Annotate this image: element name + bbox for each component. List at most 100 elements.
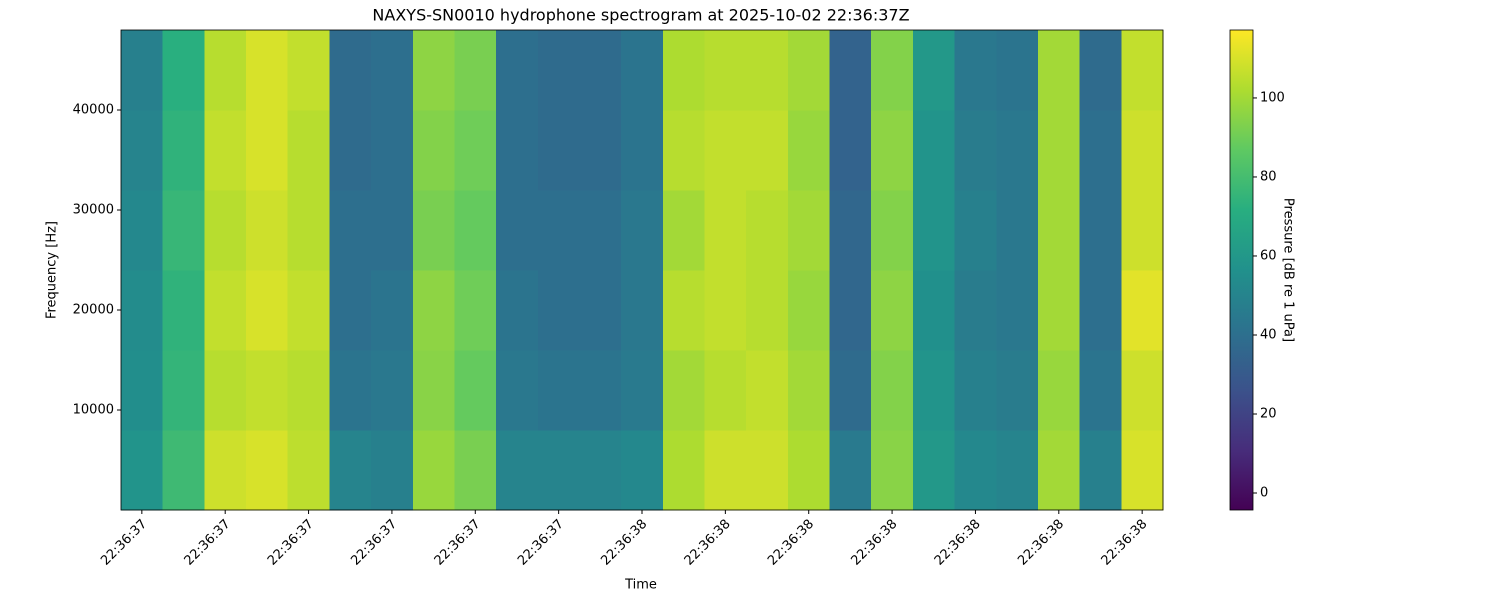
heatmap-cell bbox=[329, 110, 372, 191]
heatmap-cell bbox=[662, 430, 706, 511]
heatmap-cell bbox=[412, 190, 455, 271]
heatmap-cell bbox=[829, 30, 872, 111]
heatmap-cell bbox=[704, 110, 747, 191]
heatmap-cell bbox=[662, 270, 706, 351]
heatmap-cell bbox=[371, 350, 414, 431]
heatmap-cell bbox=[204, 110, 247, 191]
heatmap-cell bbox=[871, 110, 914, 191]
heatmap-cell bbox=[287, 350, 330, 431]
heatmap-cell bbox=[121, 110, 164, 191]
heatmap-cell bbox=[1037, 190, 1081, 271]
heatmap-cell bbox=[996, 30, 1039, 111]
heatmap-cell bbox=[1037, 350, 1081, 431]
heatmap-cell bbox=[662, 190, 706, 271]
heatmap-cell bbox=[912, 190, 956, 271]
heatmap-cell bbox=[746, 110, 789, 191]
heatmap-cell bbox=[746, 430, 789, 511]
heatmap-cell bbox=[1079, 190, 1122, 271]
heatmap-cell bbox=[287, 110, 330, 191]
x-tick-label: 22:36:37 bbox=[265, 517, 317, 569]
x-tick-label: 22:36:37 bbox=[182, 517, 234, 569]
heatmap-cell bbox=[621, 190, 664, 271]
heatmap-cell bbox=[954, 270, 997, 351]
heatmap-cell bbox=[329, 270, 372, 351]
heatmap-cell bbox=[121, 30, 164, 111]
heatmap-cell bbox=[246, 190, 289, 271]
heatmap-cell bbox=[371, 430, 414, 511]
heatmap-cell bbox=[1121, 270, 1164, 351]
heatmap-cell bbox=[787, 30, 831, 111]
heatmap-cell bbox=[371, 30, 414, 111]
heatmap-cell bbox=[996, 270, 1039, 351]
heatmap-cell bbox=[621, 30, 664, 111]
heatmap-cell bbox=[246, 430, 289, 511]
heatmap-cell bbox=[1037, 430, 1081, 511]
x-tick-label: 22:36:38 bbox=[682, 517, 734, 569]
heatmap-cell bbox=[954, 350, 997, 431]
heatmap-cell bbox=[329, 430, 372, 511]
heatmap-cell bbox=[246, 350, 289, 431]
heatmap-cell bbox=[871, 350, 914, 431]
heatmap-cell bbox=[329, 30, 372, 111]
heatmap-cell bbox=[537, 350, 580, 431]
heatmap-cell bbox=[162, 190, 205, 271]
heatmap-cell bbox=[412, 270, 455, 351]
heatmap-cell bbox=[204, 30, 247, 111]
heatmap-cell bbox=[704, 30, 747, 111]
x-tick-label: 22:36:37 bbox=[98, 517, 150, 569]
heatmap-cell bbox=[1079, 270, 1122, 351]
heatmap-cell bbox=[787, 270, 831, 351]
heatmap-cell bbox=[537, 30, 580, 111]
heatmap-cell bbox=[121, 190, 164, 271]
colorbar-tick-label: 80 bbox=[1260, 169, 1277, 184]
heatmap-cell bbox=[704, 430, 747, 511]
heatmap-cell bbox=[121, 350, 164, 431]
heatmap-cell bbox=[871, 270, 914, 351]
heatmap-cell bbox=[912, 350, 956, 431]
heatmap-cell bbox=[162, 350, 205, 431]
heatmap-cell bbox=[787, 190, 831, 271]
heatmap-cell bbox=[496, 350, 539, 431]
heatmap-cell bbox=[537, 430, 580, 511]
x-tick-label: 22:36:38 bbox=[932, 517, 984, 569]
heatmap-cell bbox=[1079, 350, 1122, 431]
x-tick-label: 22:36:38 bbox=[1015, 517, 1067, 569]
heatmap-cell bbox=[829, 430, 872, 511]
heatmap-cell bbox=[1037, 270, 1081, 351]
heatmap-cell bbox=[954, 190, 997, 271]
heatmap-cell bbox=[871, 30, 914, 111]
heatmap-cell bbox=[204, 270, 247, 351]
heatmap-cell bbox=[454, 30, 497, 111]
heatmap-cell bbox=[246, 30, 289, 111]
heatmap-cell bbox=[454, 110, 497, 191]
heatmap-cell bbox=[162, 430, 205, 511]
heatmap-cell bbox=[1121, 190, 1164, 271]
heatmap-cell bbox=[371, 270, 414, 351]
heatmap-cell bbox=[204, 190, 247, 271]
heatmap-cell bbox=[579, 190, 622, 271]
x-tick-label: 22:36:38 bbox=[1099, 517, 1151, 569]
colorbar-label: Pressure [dB re 1 uPa] bbox=[1281, 198, 1296, 342]
heatmap-cell bbox=[496, 30, 539, 111]
heatmap-cell bbox=[787, 110, 831, 191]
heatmap-cell bbox=[454, 270, 497, 351]
heatmap-cell bbox=[704, 350, 747, 431]
heatmap-cell bbox=[287, 190, 330, 271]
heatmap-cell bbox=[287, 270, 330, 351]
heatmap-cell bbox=[579, 430, 622, 511]
heatmap-cell bbox=[121, 270, 164, 351]
heatmap-cell bbox=[746, 30, 789, 111]
heatmap-cell bbox=[662, 110, 706, 191]
y-tick-label: 40000 bbox=[73, 103, 114, 118]
x-tick-label: 22:36:37 bbox=[348, 517, 400, 569]
heatmap-cell bbox=[996, 350, 1039, 431]
heatmap-cell bbox=[871, 430, 914, 511]
heatmap-cell bbox=[412, 350, 455, 431]
heatmap-cell bbox=[746, 270, 789, 351]
x-tick-label: 22:36:37 bbox=[432, 517, 484, 569]
heatmap-cell bbox=[787, 430, 831, 511]
heatmap-cell bbox=[579, 350, 622, 431]
heatmap-cell bbox=[1121, 350, 1164, 431]
